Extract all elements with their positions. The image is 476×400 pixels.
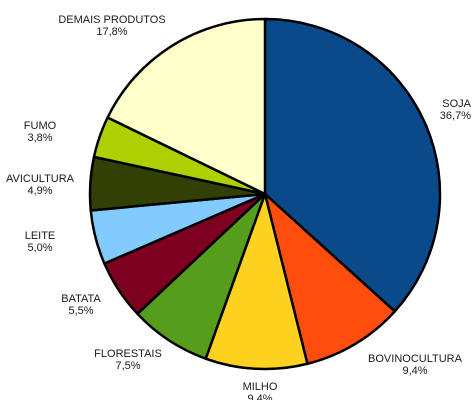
slice-milho	[204, 192, 309, 371]
slice-label-avicultura: AVICULTURA	[6, 173, 75, 185]
slice-label-milho: MILHO	[243, 381, 278, 393]
slice-label-demais-produtos: DEMAIS PRODUTOS	[58, 14, 165, 26]
slice-value-milho: 9,4%	[247, 393, 272, 400]
slice-value-florestais: 7,5%	[115, 360, 140, 372]
slice-label-fumo: FUMO	[24, 120, 57, 132]
slice-label-florestais: FLORESTAIS	[94, 348, 162, 360]
slice-soja	[263, 17, 442, 313]
slice-label-soja: SOJA	[442, 98, 471, 110]
slice-value-batata: 5,5%	[68, 305, 93, 317]
slice-demais-produtos	[106, 17, 267, 196]
slice-label-bovinocultura: BOVINOCULTURA	[368, 353, 463, 365]
slice-value-bovinocultura: 9,4%	[402, 365, 427, 377]
slice-value-avicultura: 4,9%	[27, 185, 52, 197]
slice-label-leite: LEITE	[25, 230, 56, 242]
slice-value-leite: 5,0%	[27, 242, 52, 254]
slice-value-fumo: 3,8%	[27, 132, 52, 144]
pie-labels: SOJA36,7%BOVINOCULTURA9,4%MILHO9,4%FLORE…	[6, 14, 472, 400]
slice-value-soja: 36,7%	[440, 110, 471, 122]
slice-label-batata: BATATA	[61, 293, 101, 305]
pie-slices	[88, 17, 442, 371]
slice-value-demais-produtos: 17,8%	[96, 26, 127, 38]
